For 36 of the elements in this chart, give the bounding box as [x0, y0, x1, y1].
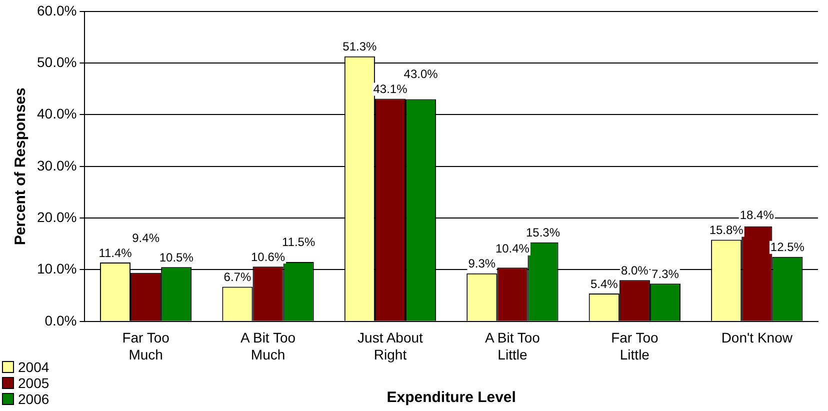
y-tick-label: 40.0% [36, 106, 77, 122]
data-label: 9.3% [468, 256, 496, 271]
y-tick-label: 20.0% [36, 208, 77, 225]
y-tick-label: 0.0% [44, 312, 77, 328]
x-tick-label: Far Too Little [611, 330, 658, 362]
x-tick-label: Far Too Much [122, 330, 170, 362]
data-label: 11.4% [98, 246, 132, 260]
data-label: 5.4% [590, 276, 618, 291]
x-axis-title: Expenditure Level [386, 389, 516, 406]
data-label: 7.3% [652, 266, 680, 281]
data-label: 9.4% [132, 230, 160, 245]
x-tick-label: Just About Right [358, 330, 424, 362]
data-label: 10.6% [251, 250, 286, 264]
data-label: 12.5% [770, 240, 805, 254]
data-label: 18.4% [740, 208, 774, 222]
y-axis-title: Percent of Responses [12, 88, 30, 246]
legend-label: 2004 [18, 359, 50, 375]
data-label: 8.0% [620, 263, 649, 278]
data-label: 43.1% [373, 82, 408, 96]
y-tick-label: 10.0% [36, 260, 77, 277]
legend-label: 2005 [18, 375, 50, 391]
data-label: 15.8% [709, 223, 744, 238]
data-label: 15.3% [526, 226, 560, 240]
legend-label: 2006 [18, 391, 50, 407]
data-label: 43.0% [404, 67, 438, 82]
x-tick-label: Don't Know [721, 330, 794, 346]
x-tick-label: A Bit Too Little [484, 330, 540, 362]
data-label: 51.3% [342, 40, 378, 54]
data-label: 11.5% [282, 234, 316, 249]
data-label: 10.4% [495, 242, 530, 256]
x-tick-label: A Bit Too Much [240, 330, 296, 362]
y-tick-label: 60.0% [36, 2, 77, 18]
data-label: 6.7% [224, 270, 252, 284]
y-tick-label: 50.0% [36, 54, 77, 70]
y-tick-label: 30.0% [36, 157, 77, 174]
data-label: 10.5% [159, 250, 194, 264]
